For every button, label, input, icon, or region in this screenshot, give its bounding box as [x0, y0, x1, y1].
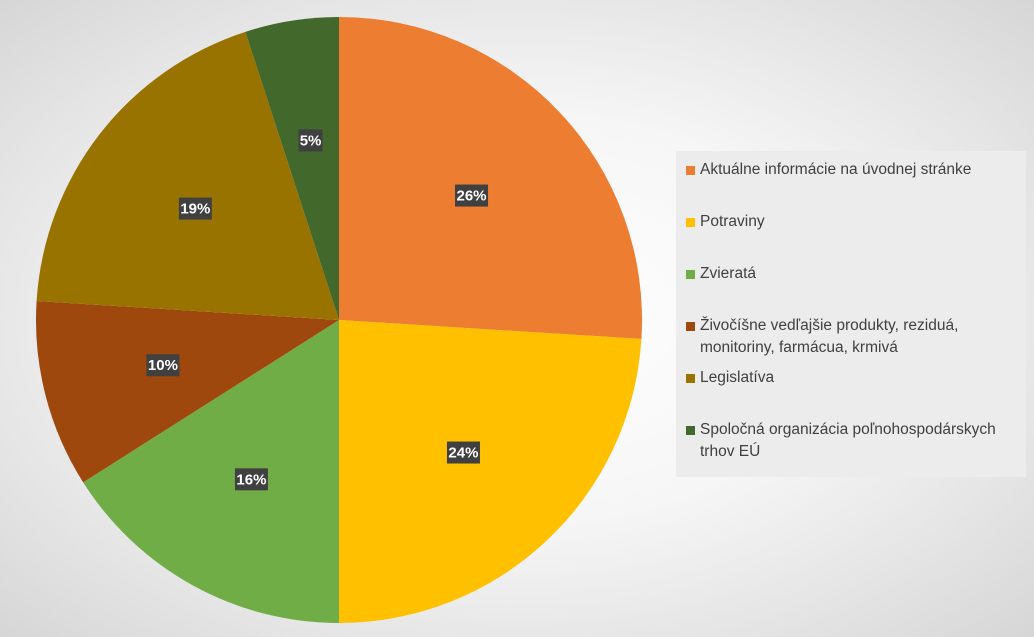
legend-item-zvierata: Zvieratá: [686, 263, 1016, 315]
legend-swatch: [686, 426, 695, 435]
legend-swatch: [686, 166, 695, 175]
pie-slice-aktualne-informacie-na-uvodnej-stranke: [339, 17, 642, 340]
data-label-legislativa: 19%: [178, 197, 212, 220]
legend-label: Aktuálne informácie na úvodnej stránke: [700, 161, 972, 178]
data-label-background: [234, 468, 268, 491]
data-label-background: [455, 184, 489, 207]
legend-swatch: [686, 322, 695, 331]
data-label-background: [446, 441, 480, 464]
legend-item-legislativa: Legislatíva: [686, 367, 1016, 419]
data-label-text: 5%: [300, 132, 322, 149]
legend-item-zivocisne-vedlajsie-produkty: Živočíšne vedľajšie produkty, reziduá, m…: [686, 315, 1016, 367]
data-label-text: 16%: [236, 471, 266, 488]
data-label-zvierata: 16%: [234, 468, 268, 491]
data-label-potraviny: 24%: [446, 441, 480, 464]
chart-legend: Aktuálne informácie na úvodnej stránke P…: [676, 151, 1026, 477]
data-label-background: [298, 129, 323, 152]
legend-label: Živočíšne vedľajšie produkty, reziduá, m…: [700, 317, 959, 356]
legend-swatch: [686, 218, 695, 227]
data-label-text: 24%: [448, 445, 478, 462]
data-label-aktualne-informacie-na-uvodnej-stranke: 26%: [455, 184, 489, 207]
pie-slices: [35, 17, 642, 623]
data-label-background: [146, 354, 180, 377]
legend-label: Legislatíva: [700, 369, 775, 386]
legend-label: Zvieratá: [700, 265, 756, 282]
legend-swatch: [686, 270, 695, 279]
pie-data-labels: 26% 24% 16% 10% 19% 5%: [146, 129, 489, 491]
data-label-text: 26%: [457, 188, 487, 205]
data-label-text: 10%: [148, 357, 178, 374]
data-label-zivocisne-vedlajsie-produkty-rezidua-mon: 10%: [146, 354, 180, 377]
pie-slice-zvierata: [83, 320, 339, 623]
legend-item-aktualne-informacie: Aktuálne informácie na úvodnej stránke: [686, 159, 1016, 211]
legend-label: Spoločná organizácia poľnohospodárskych …: [700, 421, 996, 460]
data-label-background: [178, 197, 212, 220]
data-label-text: 19%: [180, 201, 210, 218]
data-label-spolocna-organizacia-polnohospodarskych-: 5%: [298, 129, 323, 152]
legend-swatch: [686, 374, 695, 383]
pie-slice-spolocna-organizacia-polnohospodarskych-: [245, 17, 339, 320]
legend-item-spolocna-organizacia: Spoločná organizácia poľnohospodárskych …: [686, 419, 1016, 471]
pie-slice-legislativa: [36, 31, 339, 321]
legend-item-potraviny: Potraviny: [686, 211, 1016, 263]
pie-slice-potraviny: [339, 320, 642, 623]
pie-slice-zivocisne-vedlajsie-produkty-rezidua-mon: [35, 300, 339, 483]
legend-label: Potraviny: [700, 213, 765, 230]
